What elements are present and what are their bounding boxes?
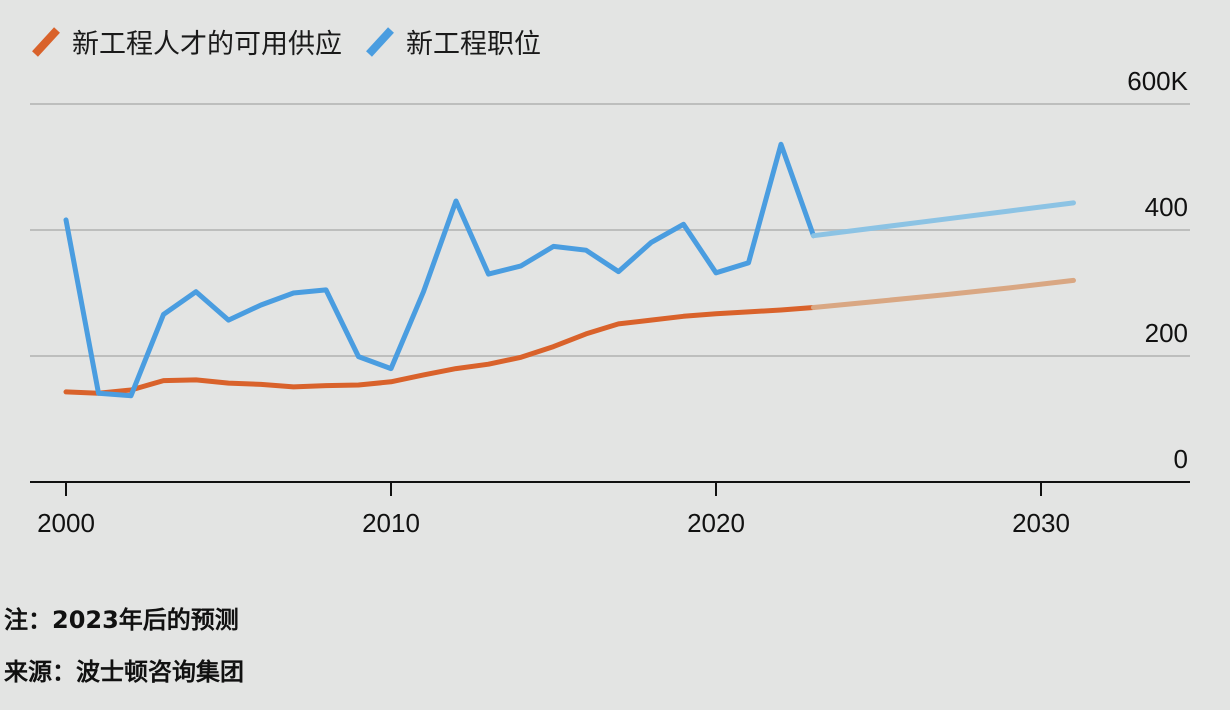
source-note: 来源：波士顿咨询集团: [4, 652, 244, 687]
projection-line-jobs: [811, 200, 1076, 239]
x-tick-label-2030: 2030: [1012, 508, 1070, 538]
x-tick-label-2020: 2020: [687, 508, 745, 538]
series-line-supply: [63, 305, 816, 396]
source-text: 波士顿咨询集团: [76, 658, 244, 686]
note-text: 2023年后的预测: [52, 606, 239, 634]
x-tick-label-2000: 2000: [37, 508, 95, 538]
y-tick-label-0: 0: [1174, 444, 1188, 474]
y-tick-label-200: 200: [1145, 318, 1188, 348]
y-axis-tick-labels: 0 200 400 600K: [1127, 66, 1188, 474]
legend-item-supply: 新工程人才的可用供应: [30, 22, 342, 61]
line-chart: 0 200 400 600K 2000 2010 2020 2030: [30, 66, 1190, 538]
series-lines: [63, 141, 1076, 399]
legend-swatch-jobs-icon: [366, 26, 394, 57]
projection-note: 注：2023年后的预测: [4, 600, 239, 635]
y-tick-label-600: 600K: [1127, 66, 1188, 96]
projection-line-supply: [811, 277, 1076, 310]
legend: 新工程人才的可用供应 新工程职位: [30, 22, 563, 61]
legend-swatch-supply-icon: [32, 26, 60, 57]
x-axis: [30, 481, 1190, 496]
legend-label-jobs: 新工程职位: [406, 29, 541, 60]
legend-item-jobs: 新工程职位: [364, 22, 541, 61]
y-tick-label-400: 400: [1145, 192, 1188, 222]
note-prefix: 注：: [4, 606, 52, 634]
source-prefix: 来源：: [4, 658, 76, 686]
gridlines: [30, 103, 1190, 357]
x-tick-label-2010: 2010: [362, 508, 420, 538]
series-line-jobs: [63, 141, 816, 399]
x-axis-tick-labels: 2000 2010 2020 2030: [37, 508, 1070, 538]
legend-label-supply: 新工程人才的可用供应: [72, 29, 342, 60]
